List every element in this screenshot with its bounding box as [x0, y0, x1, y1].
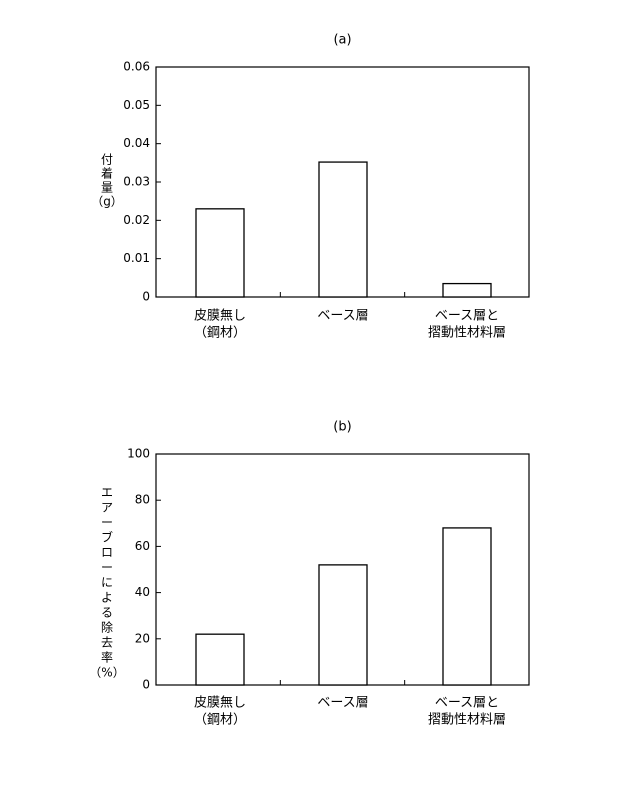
- y-axis-label: ア: [101, 501, 113, 515]
- y-tick-label: 20: [135, 631, 150, 645]
- y-tick-label: 0.05: [123, 98, 150, 112]
- y-axis-label: ロ: [101, 546, 113, 560]
- y-tick-label: 0.03: [123, 175, 150, 189]
- y-tick-label: 40: [135, 585, 150, 599]
- bar-1: [196, 209, 244, 297]
- y-axis-label: 付: [101, 153, 113, 167]
- chart-b: (b) 0 20 40 60 80 100 皮膜無し （鋼材） ベース層 ベース層と摺動性材料層 エア…: [89, 420, 529, 728]
- y-axis-label: に: [101, 576, 113, 590]
- category-label: ベース層と: [435, 696, 499, 711]
- bar-3: [443, 528, 491, 685]
- y-axis-label: ブ: [101, 530, 113, 545]
- category-label: ベース層と: [435, 309, 499, 324]
- y-axis-label: る: [101, 606, 113, 620]
- category-label: ベース層: [317, 309, 368, 324]
- y-tick-label: 0.04: [123, 136, 150, 150]
- y-axis-label: ー: [101, 561, 113, 575]
- y-axis-label: 量: [101, 181, 113, 195]
- y-axis-label: 率: [101, 650, 113, 665]
- category-label: ベース層: [317, 696, 368, 711]
- category-label: （鋼材）: [194, 713, 246, 728]
- y-tick-label: 100: [127, 447, 150, 461]
- chart-title: (b): [333, 420, 351, 435]
- category-label: （鋼材）: [194, 326, 246, 341]
- category-label: 摺動性材料層: [428, 326, 506, 341]
- chart-a: (a) 0 0.01 0.02 0.03 0.04 0.05 0.06 皮膜無し （鋼材） ベース層…: [91, 33, 529, 341]
- y-tick-label: 0: [142, 290, 150, 304]
- bar-2: [319, 162, 367, 297]
- chart-title: (a): [333, 33, 351, 48]
- bar-1: [196, 634, 244, 685]
- y-tick-label: 80: [135, 493, 150, 507]
- y-axis-label: （g）: [91, 195, 123, 209]
- y-axis-label: ー: [101, 516, 113, 530]
- y-axis-label: エ: [101, 486, 113, 500]
- bar-3: [443, 284, 491, 297]
- category-label: 摺動性材料層: [428, 713, 506, 728]
- y-axis-label: よ: [101, 591, 113, 605]
- y-tick-label: 0.01: [123, 251, 150, 265]
- y-tick-label: 0.02: [123, 213, 150, 227]
- y-axis-label: （%）: [89, 666, 124, 680]
- category-label: 皮膜無し: [194, 309, 246, 324]
- y-tick-label: 60: [135, 539, 150, 553]
- bar-2: [319, 565, 367, 685]
- y-axis-label: 去: [101, 636, 113, 650]
- category-label: 皮膜無し: [194, 696, 246, 711]
- y-tick-label: 0.06: [123, 60, 150, 74]
- y-axis-label: 着: [101, 166, 113, 181]
- y-axis-label: 除: [101, 620, 113, 635]
- y-tick-label: 0: [142, 678, 150, 692]
